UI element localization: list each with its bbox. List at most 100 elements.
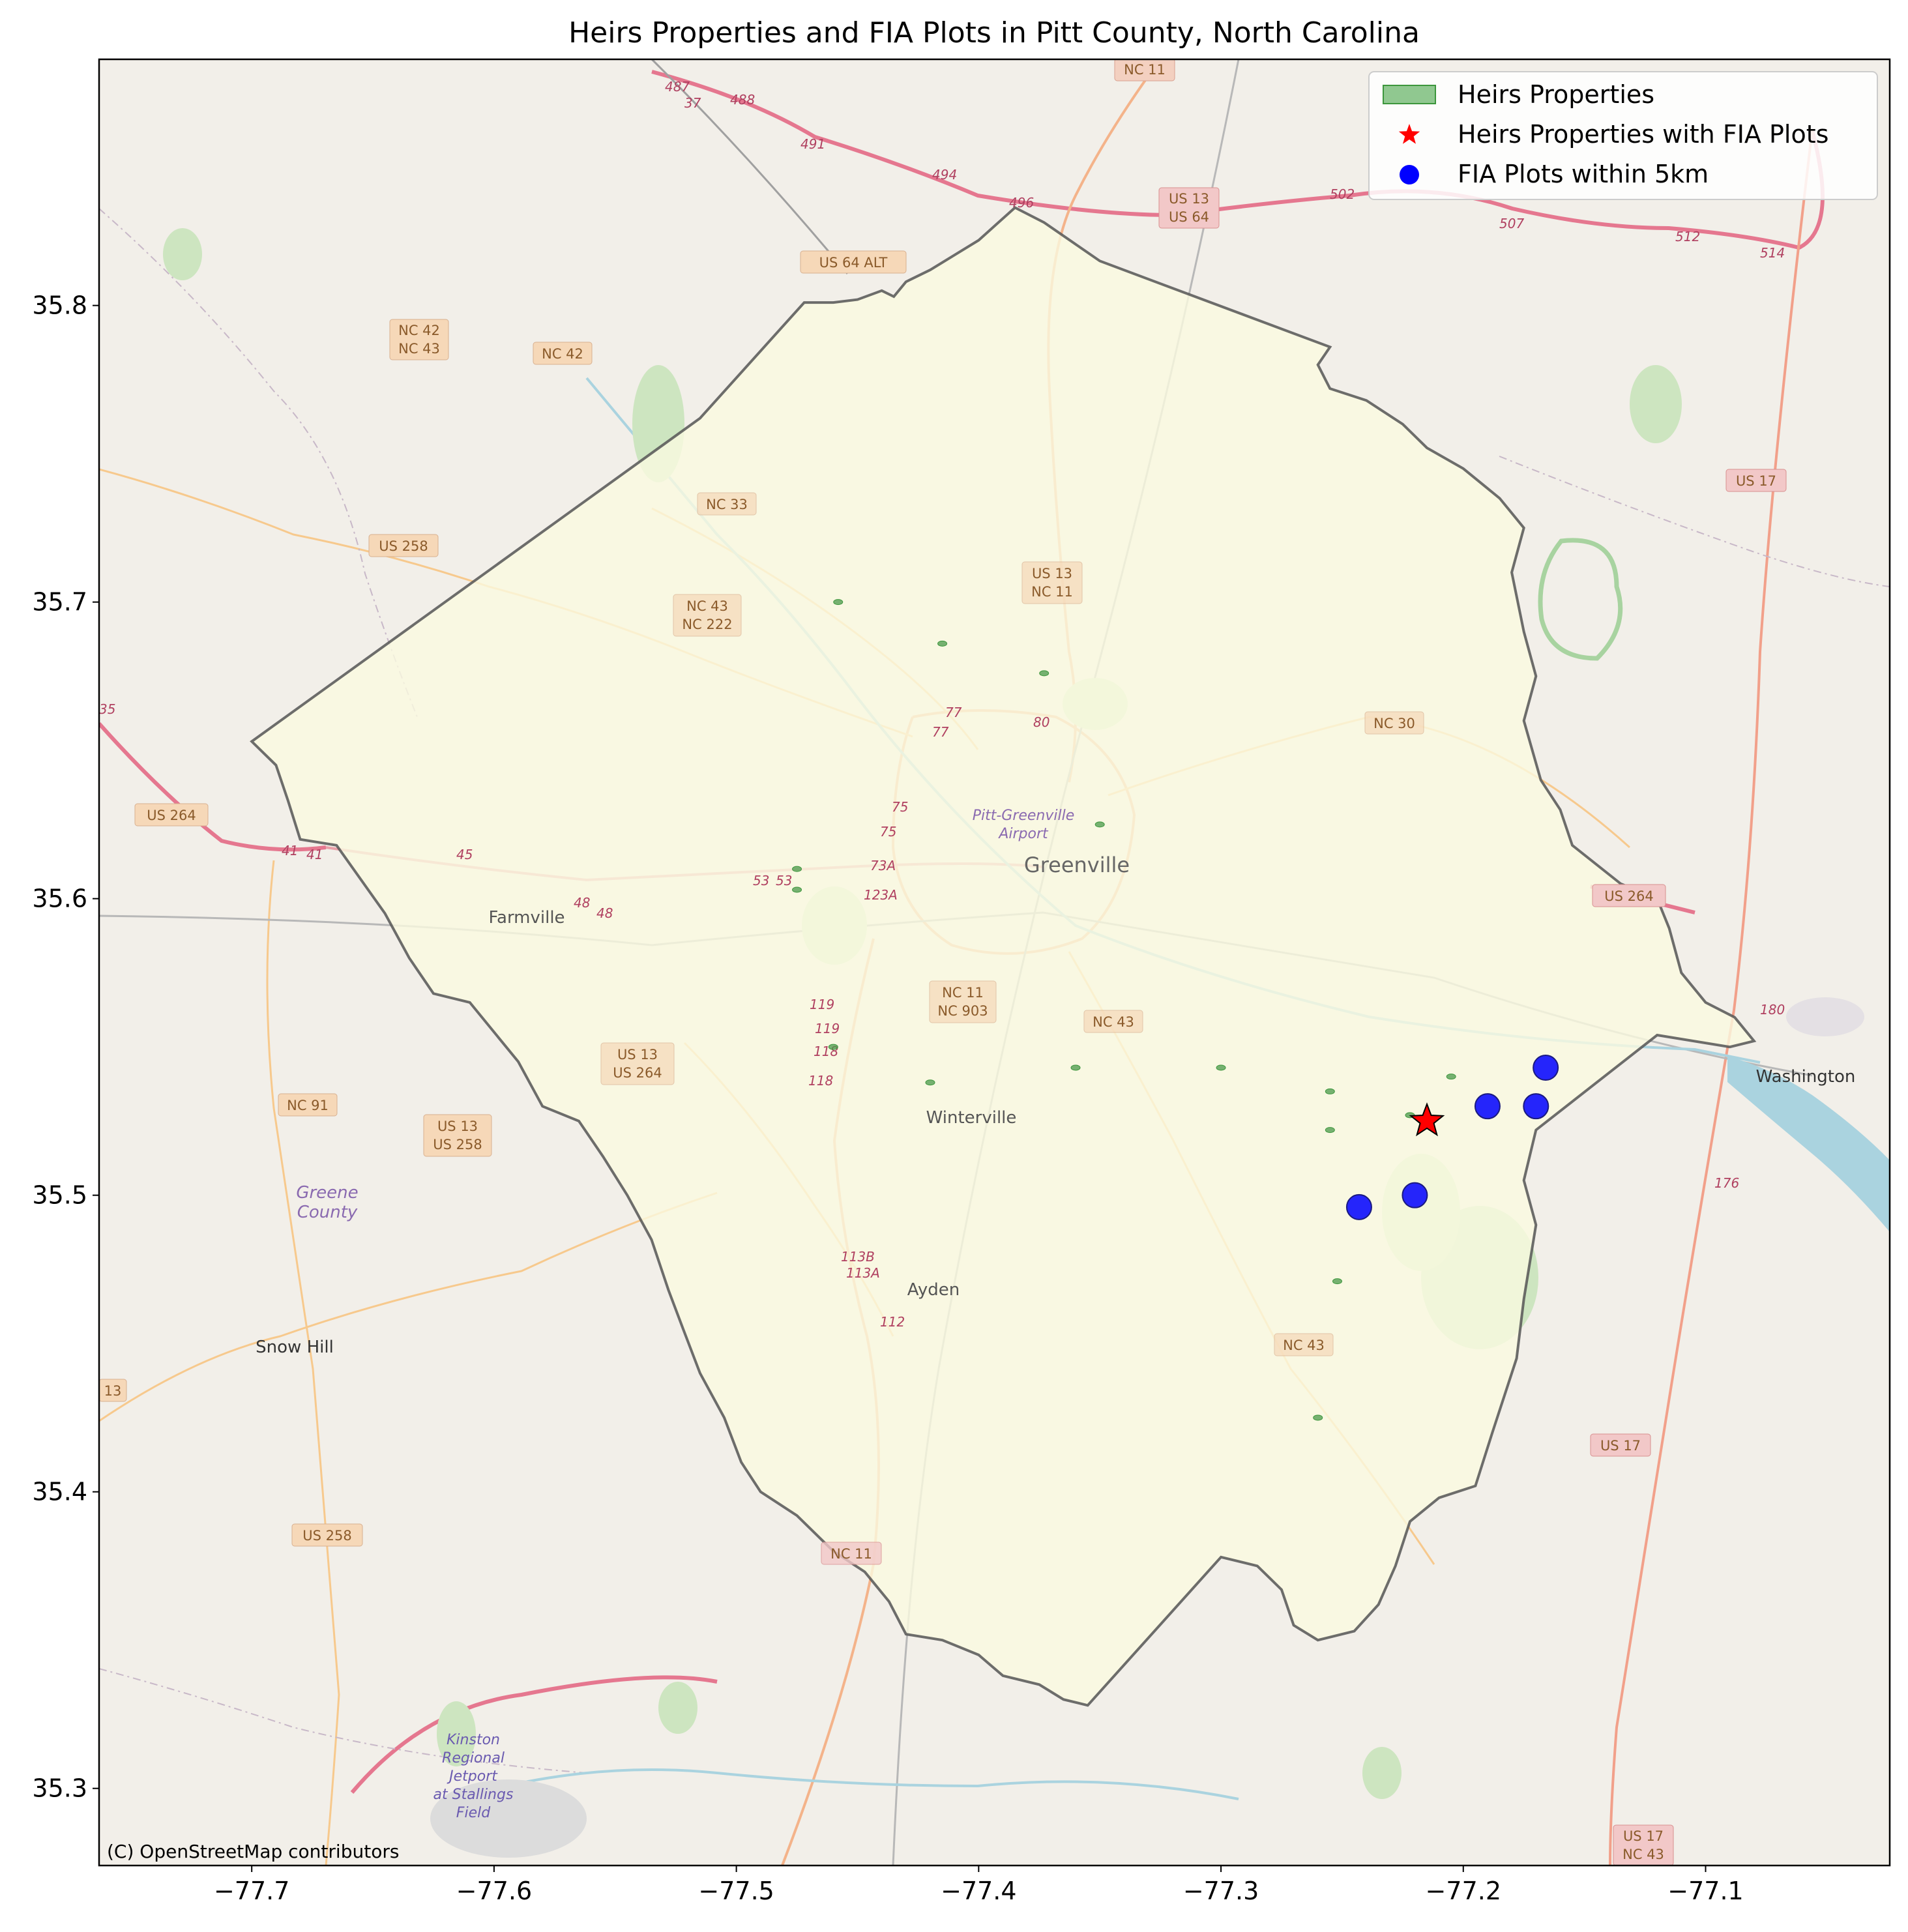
svg-text:US 258: US 258 bbox=[379, 538, 428, 554]
exit-77b: 77 bbox=[932, 724, 949, 740]
heirs-property-10 bbox=[1216, 1064, 1226, 1071]
svg-text:US 13: US 13 bbox=[437, 1119, 478, 1134]
exit-496: 496 bbox=[1009, 195, 1034, 211]
y-tick-label: 35.8 bbox=[32, 291, 87, 320]
town-farmville: Farmville bbox=[488, 908, 565, 928]
exit-487: 487 bbox=[665, 79, 690, 95]
exit-119a: 119 bbox=[810, 997, 834, 1012]
svg-text:NC 222: NC 222 bbox=[682, 617, 732, 632]
heirs-property-5 bbox=[792, 886, 802, 893]
map-attribution: (C) OpenStreetMap contributors bbox=[107, 1841, 399, 1862]
highway-us64-north bbox=[651, 70, 1825, 250]
route-shield-nc91: NC 91 bbox=[278, 1093, 338, 1117]
exit-73a: 73A bbox=[870, 858, 896, 873]
route-shield-nc42: NC 42 bbox=[533, 342, 593, 365]
svg-text:US 17: US 17 bbox=[1600, 1438, 1641, 1454]
label-kinston-2: Regional bbox=[442, 1750, 505, 1766]
exit-48a: 48 bbox=[574, 895, 590, 911]
fia-plot-5 bbox=[1345, 1193, 1372, 1220]
heirs-with-fia-layer bbox=[1409, 1102, 1445, 1137]
exit-37: 37 bbox=[684, 95, 701, 111]
exit-48b: 48 bbox=[596, 905, 613, 921]
axes-frame bbox=[98, 58, 1891, 1867]
route-shield-us17-nc43: US 17 NC 43 bbox=[1613, 1824, 1674, 1866]
x-tick-label: −77.7 bbox=[214, 1877, 289, 1905]
x-tick-label: −77.6 bbox=[456, 1877, 532, 1905]
svg-text:NC 11: NC 11 bbox=[830, 1546, 872, 1562]
railroad-north bbox=[651, 59, 849, 274]
county-line-west bbox=[99, 208, 418, 718]
park-10 bbox=[437, 1701, 476, 1766]
heirs-property-13 bbox=[1332, 1278, 1342, 1285]
town-snow-hill: Snow Hill bbox=[256, 1338, 334, 1357]
route-shield-nc30: NC 30 bbox=[1364, 711, 1424, 735]
label-kinston-1: Kinston bbox=[447, 1732, 500, 1748]
svg-text:US 264: US 264 bbox=[613, 1065, 662, 1081]
exit-75b: 75 bbox=[880, 824, 896, 840]
park-8 bbox=[658, 1682, 697, 1734]
heirs-with-fia-star-1 bbox=[1409, 1102, 1445, 1137]
map-area[interactable]: NC 11 US 13 US 64 US 64 ALT NC 42 NC 43 NC… bbox=[99, 59, 1890, 1866]
town-winterville: Winterville bbox=[926, 1108, 1017, 1128]
y-tick-label: 35.6 bbox=[32, 885, 87, 913]
x-tick-label: −77.5 bbox=[698, 1877, 774, 1905]
exit-119b: 119 bbox=[815, 1021, 840, 1036]
pitt-county-boundary bbox=[250, 206, 1757, 1707]
x-tick-label: −77.3 bbox=[1183, 1877, 1259, 1905]
heirs-property-12 bbox=[1325, 1127, 1335, 1134]
svg-text:NC 30: NC 30 bbox=[1373, 716, 1415, 731]
svg-text:US 17: US 17 bbox=[1736, 473, 1776, 489]
y-axis: 35.3 35.4 35.5 35.6 35.7 35.8 bbox=[32, 291, 99, 1803]
exit-75a: 75 bbox=[892, 799, 908, 815]
svg-text:NC 42: NC 42 bbox=[398, 323, 440, 338]
y-tick-label: 35.4 bbox=[32, 1478, 87, 1506]
exit-113b: 113B bbox=[841, 1249, 875, 1265]
highway-kinston bbox=[350, 1675, 718, 1794]
label-airport-2: Airport bbox=[997, 826, 1049, 842]
legend-box bbox=[1368, 71, 1878, 200]
route-shield-us258-low: US 258 bbox=[291, 1523, 363, 1547]
label-kinston-4: at Stallings bbox=[433, 1787, 514, 1803]
route-shield-nc43-low: NC 43 bbox=[1274, 1333, 1334, 1356]
route-shield-us264-left: US 264 bbox=[134, 803, 209, 827]
svg-text:US 258: US 258 bbox=[433, 1137, 482, 1152]
legend-label-heirs: Heirs Properties bbox=[1458, 80, 1654, 109]
label-kinston-3: Jetport bbox=[447, 1768, 498, 1785]
heirs-property-11 bbox=[1325, 1088, 1335, 1094]
svg-text:NC 903: NC 903 bbox=[937, 1003, 988, 1019]
legend-label-fia: FIA Plots within 5km bbox=[1458, 160, 1709, 188]
heirs-property-1 bbox=[833, 599, 844, 606]
secondary-farmville-south bbox=[266, 860, 340, 1866]
park-9 bbox=[1362, 1747, 1402, 1799]
y-tick-label: 35.3 bbox=[32, 1774, 87, 1803]
label-greene-county-2: County bbox=[297, 1203, 358, 1222]
secondary-snowhill bbox=[99, 1192, 718, 1422]
svg-text:US 64: US 64 bbox=[1169, 209, 1209, 225]
legend-circle-icon bbox=[1400, 165, 1419, 184]
exit-53a: 53 bbox=[753, 873, 769, 888]
route-shield-r13-left: 13 bbox=[99, 1379, 127, 1402]
town-ayden: Ayden bbox=[907, 1280, 960, 1300]
exit-488: 488 bbox=[730, 92, 755, 108]
x-tick-label: −77.4 bbox=[941, 1877, 1016, 1905]
x-axis: −77.7 −77.6 −77.5 −77.4 −77.3 −77.2 −77.1 bbox=[214, 1866, 1744, 1905]
svg-text:NC 42: NC 42 bbox=[542, 346, 583, 362]
route-shield-nc43-nc222: NC 43 NC 222 bbox=[673, 594, 742, 637]
route-shield-us64alt: US 64 ALT bbox=[800, 250, 907, 274]
route-shield-us264-right: US 264 bbox=[1592, 884, 1666, 907]
county-line-south bbox=[99, 1668, 587, 1774]
exit-35: 35 bbox=[99, 701, 115, 717]
exit-123a: 123A bbox=[864, 887, 898, 903]
route-shield-nc42-nc43: NC 42 NC 43 bbox=[389, 319, 449, 360]
heirs-property-16 bbox=[1313, 1414, 1323, 1421]
route-shield-nc11-nc903: NC 11 NC 903 bbox=[929, 980, 997, 1023]
exit-112: 112 bbox=[880, 1314, 905, 1330]
town-greenville: Greenville bbox=[1024, 853, 1130, 877]
legend-star-icon bbox=[1398, 124, 1420, 144]
route-shield-nc43-mid: NC 43 bbox=[1083, 1010, 1143, 1033]
fia-plots-layer bbox=[1345, 1055, 1559, 1220]
exit-45: 45 bbox=[456, 847, 473, 862]
exit-41a: 41 bbox=[282, 843, 298, 858]
svg-text:NC 11: NC 11 bbox=[942, 985, 984, 1001]
chart-title: Heirs Properties and FIA Plots in Pitt C… bbox=[568, 16, 1420, 50]
